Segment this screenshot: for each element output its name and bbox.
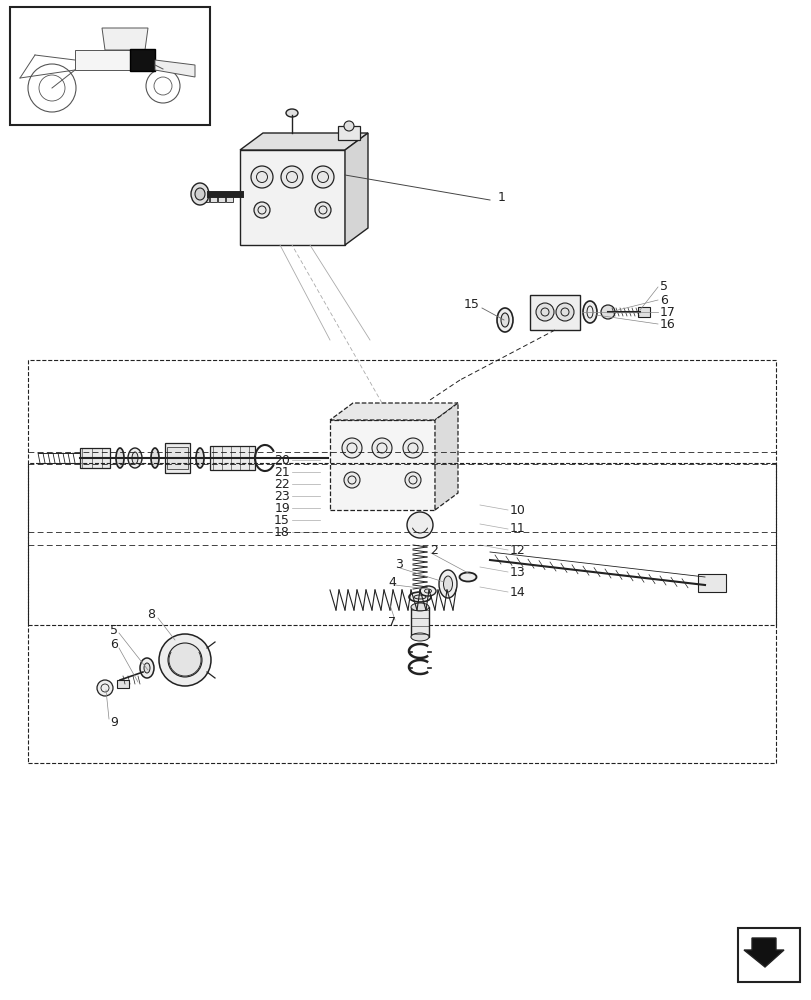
Text: 22: 22 — [274, 478, 290, 490]
Ellipse shape — [496, 308, 513, 332]
Bar — [117, 680, 129, 688]
Bar — [10, 7, 210, 125]
Ellipse shape — [151, 448, 159, 468]
Circle shape — [281, 166, 303, 188]
Polygon shape — [743, 938, 783, 967]
Bar — [165, 443, 190, 473]
Circle shape — [600, 305, 614, 319]
Polygon shape — [102, 28, 148, 50]
Ellipse shape — [439, 570, 457, 598]
Bar — [130, 49, 155, 71]
Text: 15: 15 — [274, 514, 290, 526]
Polygon shape — [329, 420, 435, 510]
Text: 15: 15 — [464, 298, 479, 312]
Circle shape — [251, 166, 272, 188]
Circle shape — [535, 303, 553, 321]
Text: 4: 4 — [388, 576, 396, 588]
Bar — [697, 574, 725, 592]
Circle shape — [341, 438, 362, 458]
Ellipse shape — [410, 603, 428, 611]
Polygon shape — [75, 50, 155, 70]
Bar — [217, 194, 225, 202]
Text: 21: 21 — [274, 466, 290, 479]
Bar — [28, 463, 775, 763]
Ellipse shape — [443, 576, 452, 592]
Circle shape — [402, 438, 423, 458]
Text: 1: 1 — [497, 191, 505, 204]
Ellipse shape — [128, 448, 142, 468]
Bar — [637, 307, 649, 317]
Bar — [210, 446, 255, 470]
Ellipse shape — [191, 183, 208, 205]
Text: 7: 7 — [388, 615, 396, 628]
Ellipse shape — [144, 663, 150, 673]
Text: 5: 5 — [659, 280, 667, 294]
Text: 6: 6 — [659, 294, 667, 306]
Circle shape — [405, 472, 420, 488]
Text: 8: 8 — [147, 608, 155, 621]
Text: 19: 19 — [274, 502, 290, 514]
Text: 10: 10 — [509, 504, 526, 516]
Bar — [410, 607, 428, 637]
Polygon shape — [329, 403, 457, 420]
Circle shape — [344, 472, 359, 488]
Ellipse shape — [285, 109, 298, 117]
Polygon shape — [155, 60, 195, 77]
Ellipse shape — [414, 595, 426, 599]
Text: 20: 20 — [274, 454, 290, 466]
Ellipse shape — [195, 448, 204, 468]
Circle shape — [315, 202, 331, 218]
Ellipse shape — [195, 188, 204, 200]
Ellipse shape — [459, 572, 476, 582]
Polygon shape — [240, 133, 367, 150]
Circle shape — [168, 643, 202, 677]
Ellipse shape — [116, 448, 124, 468]
Text: 2: 2 — [430, 544, 437, 556]
Ellipse shape — [139, 658, 154, 678]
Text: 11: 11 — [509, 522, 525, 536]
Circle shape — [97, 680, 113, 696]
Text: 6: 6 — [110, 638, 118, 652]
Bar — [202, 194, 208, 202]
Circle shape — [159, 634, 211, 686]
Ellipse shape — [419, 586, 436, 596]
Bar — [80, 448, 109, 468]
Ellipse shape — [410, 633, 428, 641]
Polygon shape — [530, 295, 579, 330]
Bar — [28, 360, 775, 625]
Ellipse shape — [500, 313, 508, 327]
Text: 23: 23 — [274, 489, 290, 502]
Text: 5: 5 — [109, 624, 118, 636]
Ellipse shape — [409, 592, 431, 602]
Text: 3: 3 — [394, 558, 402, 572]
Polygon shape — [345, 133, 367, 245]
Bar — [225, 194, 233, 202]
Circle shape — [254, 202, 270, 218]
Ellipse shape — [424, 589, 431, 593]
Circle shape — [344, 121, 354, 131]
Circle shape — [406, 512, 432, 538]
Ellipse shape — [132, 452, 138, 464]
Text: 9: 9 — [109, 715, 118, 728]
Circle shape — [556, 303, 573, 321]
Text: 13: 13 — [509, 566, 525, 578]
Text: 17: 17 — [659, 306, 675, 318]
Bar — [337, 126, 359, 140]
Bar — [167, 447, 188, 469]
Text: 14: 14 — [509, 585, 525, 598]
Circle shape — [311, 166, 333, 188]
Polygon shape — [435, 403, 457, 510]
Ellipse shape — [582, 301, 596, 323]
Text: 18: 18 — [274, 526, 290, 538]
Circle shape — [371, 438, 392, 458]
Bar — [737, 928, 799, 982]
Polygon shape — [240, 150, 345, 245]
Text: 12: 12 — [509, 544, 525, 556]
Text: 16: 16 — [659, 318, 675, 330]
Bar — [210, 194, 217, 202]
